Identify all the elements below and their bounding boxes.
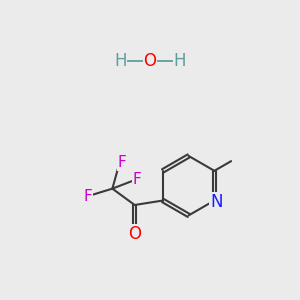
Text: F: F [118, 155, 126, 170]
Text: F: F [133, 172, 141, 187]
Text: H: H [114, 52, 127, 70]
Text: H: H [173, 52, 186, 70]
Text: O: O [143, 52, 157, 70]
Text: F: F [83, 189, 92, 204]
Text: N: N [210, 193, 223, 211]
Text: O: O [128, 225, 141, 243]
